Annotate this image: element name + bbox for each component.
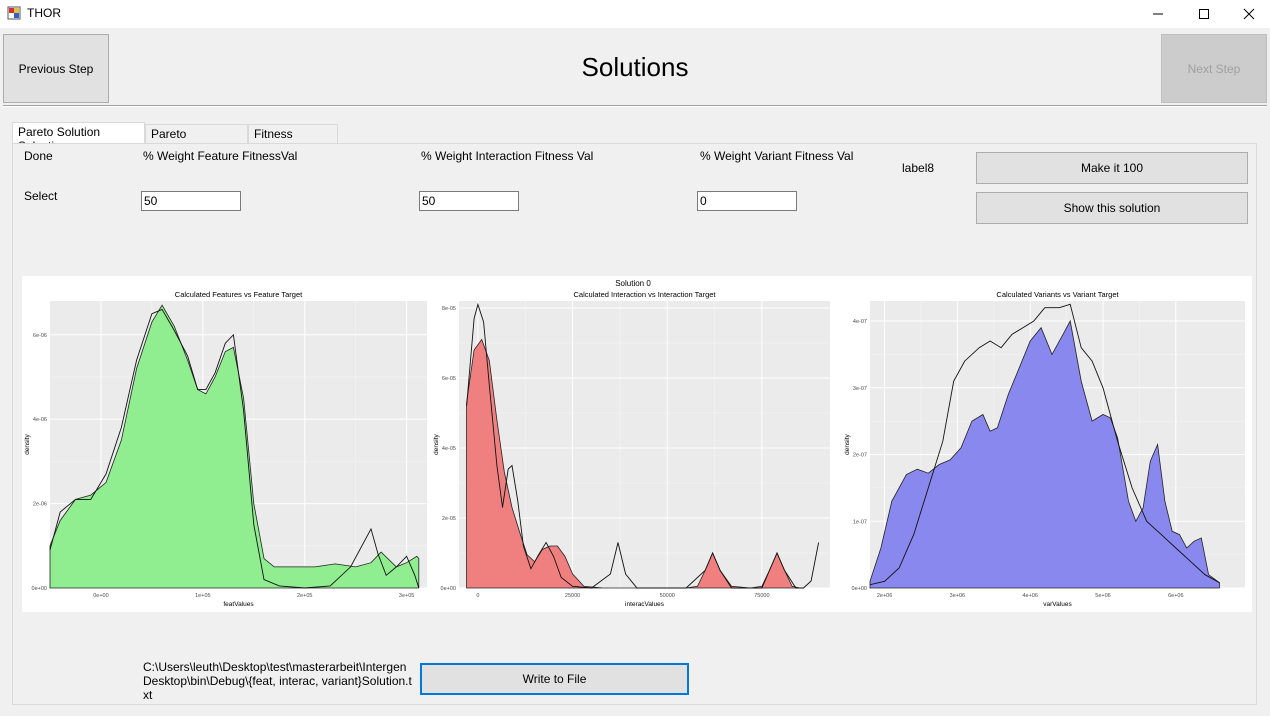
close-icon <box>1243 8 1255 20</box>
density-plots: Solution 0 0e+00 1e+05 2e+05 3e+05 0e+00 2e-0… <box>24 279 1245 608</box>
app-icon <box>7 6 21 20</box>
panel-title: Calculated Interaction vs Interaction Ta… <box>573 290 716 299</box>
x-axis-label: featValues <box>223 601 254 608</box>
y-tick-label: 6e-05 <box>442 376 456 382</box>
window-title: THOR <box>27 6 61 20</box>
interaction-density-panel: 0 25000 50000 75000 0e+00 2e-05 4e-05 6e-05 8e-0… <box>433 290 830 608</box>
x-tick-label: 75000 <box>754 593 769 599</box>
y-tick-label: 2e-05 <box>442 516 456 522</box>
y-axis-label: density <box>844 433 851 454</box>
x-tick-label: 5e+06 <box>1095 593 1110 599</box>
panel-title: Calculated Features vs Feature Target <box>175 290 303 299</box>
x-axis-label: interacValues <box>625 601 665 608</box>
y-tick-label: 0e+00 <box>32 586 47 592</box>
solution-plot: Solution 0 0e+00 1e+05 2e+05 3e+05 0e+00 2e-0… <box>22 276 1252 612</box>
x-tick-label: 4e+06 <box>1022 593 1037 599</box>
close-button[interactable] <box>1226 0 1270 28</box>
target-density-line <box>466 302 820 589</box>
variant-weight-input[interactable] <box>697 191 797 211</box>
maximize-icon <box>1199 9 1209 19</box>
header-divider <box>3 105 1267 107</box>
y-axis-label: density <box>433 433 440 454</box>
target-density-line <box>869 303 1220 586</box>
minimize-icon <box>1153 13 1163 15</box>
y-axis-label: density <box>24 433 31 454</box>
target-density-line <box>49 308 420 589</box>
y-tick-label: 4e-06 <box>33 417 47 423</box>
write-to-file-button[interactable]: Write to File <box>420 663 689 695</box>
y-tick-label: 0e+00 <box>441 586 456 592</box>
x-tick-label: 25000 <box>565 593 580 599</box>
features-density-panel: 0e+00 1e+05 2e+05 3e+05 0e+00 2e-06 4e-06 6e-06… <box>24 290 427 608</box>
next-step-button[interactable]: Next Step <box>1161 34 1267 103</box>
maximize-button[interactable] <box>1181 0 1227 28</box>
show-this-solution-button[interactable]: Show this solution <box>976 192 1248 224</box>
y-tick-label: 6e-06 <box>33 333 47 339</box>
y-tick-label: 2e-06 <box>33 502 47 508</box>
x-tick-label: 2e+06 <box>877 593 892 599</box>
x-tick-label: 3e+06 <box>950 593 965 599</box>
y-tick-label: 3e-07 <box>853 386 867 392</box>
calculated-density-area <box>869 319 1220 589</box>
label8: label8 <box>902 161 935 175</box>
x-tick-label: 0e+00 <box>93 593 108 599</box>
feature-weight-label: % Weight Feature FitnessVal <box>143 149 298 163</box>
x-tick-label: 6e+06 <box>1168 593 1183 599</box>
panel-title: Calculated Variants vs Variant Target <box>996 290 1119 299</box>
tab-pareto-solution-selection[interactable]: Pareto Solution Selection <box>12 122 145 153</box>
y-tick-label: 4e-05 <box>442 446 456 452</box>
x-tick-label: 50000 <box>660 593 675 599</box>
previous-step-button[interactable]: Previous Step <box>3 34 109 103</box>
output-path-label: C:\Users\leuth\Desktop\test\masterarbeit… <box>143 660 412 702</box>
y-tick-label: 2e-07 <box>853 453 867 459</box>
feature-weight-input[interactable] <box>141 191 241 211</box>
variants-density-panel: 2e+06 3e+06 4e+06 5e+06 6e+06 0e+00 1e-07 2e-07… <box>844 290 1245 608</box>
minimize-button[interactable] <box>1135 0 1181 28</box>
x-tick-label: 2e+05 <box>297 593 312 599</box>
page-title: Solutions <box>581 52 689 82</box>
select-label: Select <box>24 189 58 203</box>
x-tick-label: 1e+05 <box>195 593 210 599</box>
window-titlebar: THOR <box>0 0 1270 28</box>
y-tick-label: 1e-07 <box>853 519 867 525</box>
interaction-weight-label: % Weight Interaction Fitness Val <box>421 149 594 163</box>
x-tick-label: 3e+05 <box>399 593 414 599</box>
x-tick-label: 0 <box>476 593 479 599</box>
plot-suptitle: Solution 0 <box>615 279 651 288</box>
y-tick-label: 0e+00 <box>852 586 867 592</box>
tab-fitness-evolution[interactable]: Fitness Evolution <box>248 124 338 155</box>
tab-pareto-visualization[interactable]: Pareto Visualization <box>145 124 248 155</box>
interaction-weight-input[interactable] <box>419 191 519 211</box>
variant-weight-label: % Weight Variant Fitness Val <box>700 149 854 163</box>
y-tick-label: 4e-07 <box>853 319 867 325</box>
make-it-100-button[interactable]: Make it 100 <box>976 152 1248 184</box>
y-tick-label: 8e-05 <box>442 306 456 312</box>
done-label: Done <box>24 149 53 163</box>
x-axis-label: varValues <box>1043 601 1072 608</box>
